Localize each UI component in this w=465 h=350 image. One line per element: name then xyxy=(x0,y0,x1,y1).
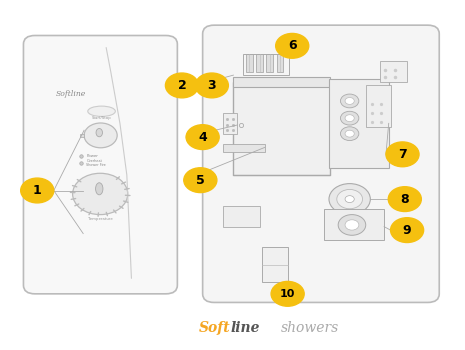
Bar xyxy=(233,77,330,87)
Circle shape xyxy=(276,34,309,58)
Bar xyxy=(243,54,289,75)
Circle shape xyxy=(345,220,359,230)
Circle shape xyxy=(340,111,359,125)
Text: 8: 8 xyxy=(400,193,409,205)
Text: Softline: Softline xyxy=(56,90,86,98)
Bar xyxy=(262,247,288,282)
Circle shape xyxy=(271,281,304,306)
Bar xyxy=(329,78,389,168)
Text: 10: 10 xyxy=(280,289,295,299)
Circle shape xyxy=(21,178,54,203)
Circle shape xyxy=(338,215,366,235)
Circle shape xyxy=(340,94,359,108)
Text: 4: 4 xyxy=(198,131,207,144)
Bar xyxy=(223,144,265,152)
Circle shape xyxy=(329,184,370,215)
Ellipse shape xyxy=(96,183,103,195)
Bar xyxy=(277,54,283,72)
Ellipse shape xyxy=(96,128,102,137)
Circle shape xyxy=(388,187,421,211)
Text: 7: 7 xyxy=(398,148,407,161)
Circle shape xyxy=(195,73,228,98)
Circle shape xyxy=(166,73,199,98)
Circle shape xyxy=(340,127,359,141)
Bar xyxy=(246,54,252,72)
Bar xyxy=(223,113,237,134)
Circle shape xyxy=(186,125,219,149)
Text: Temperature: Temperature xyxy=(88,217,113,222)
Circle shape xyxy=(386,142,419,167)
Bar xyxy=(366,85,391,127)
Circle shape xyxy=(84,123,117,148)
Bar xyxy=(256,54,263,72)
Bar xyxy=(379,61,407,82)
Circle shape xyxy=(345,196,354,203)
Text: 9: 9 xyxy=(403,224,412,237)
FancyBboxPatch shape xyxy=(203,25,439,302)
Bar xyxy=(223,206,260,227)
Ellipse shape xyxy=(88,106,115,117)
Text: 2: 2 xyxy=(178,79,186,92)
Text: Soft: Soft xyxy=(199,321,230,335)
Text: 6: 6 xyxy=(288,39,297,52)
Text: Overheat
Shower Fire: Overheat Shower Fire xyxy=(86,159,106,167)
Circle shape xyxy=(345,98,354,104)
Text: 1: 1 xyxy=(33,184,41,197)
Bar xyxy=(266,54,273,72)
Circle shape xyxy=(345,115,354,121)
FancyBboxPatch shape xyxy=(23,35,177,294)
Circle shape xyxy=(345,130,354,137)
Text: 5: 5 xyxy=(196,174,205,187)
Text: Start/Stop: Start/Stop xyxy=(92,116,112,120)
Bar xyxy=(233,82,330,175)
Circle shape xyxy=(391,218,424,243)
Text: Power: Power xyxy=(86,154,98,158)
Circle shape xyxy=(184,168,217,193)
Text: line: line xyxy=(230,321,260,335)
Text: 3: 3 xyxy=(207,79,216,92)
Circle shape xyxy=(337,189,363,209)
Text: showers: showers xyxy=(281,321,339,335)
Circle shape xyxy=(73,173,128,215)
Bar xyxy=(325,209,384,240)
Bar xyxy=(80,134,84,137)
